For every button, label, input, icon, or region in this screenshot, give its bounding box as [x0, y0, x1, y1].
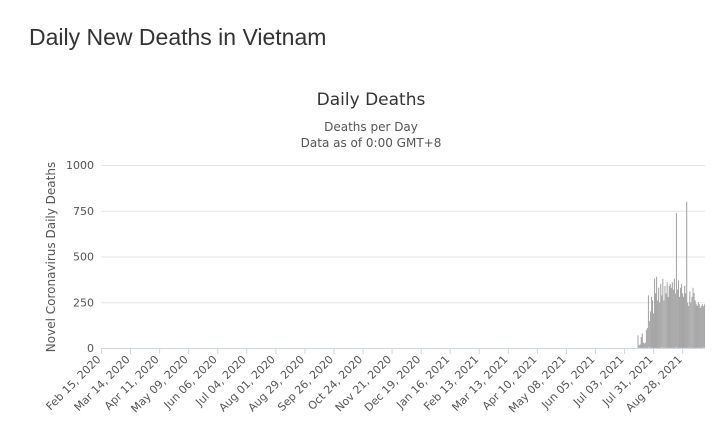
bar [654, 278, 656, 349]
bar [640, 336, 642, 349]
bar [653, 313, 655, 349]
bar [639, 344, 641, 349]
bar [669, 283, 671, 349]
bar [678, 296, 681, 349]
bar [689, 291, 691, 349]
bar [674, 293, 676, 349]
y-tick-label: 250 [73, 296, 94, 309]
bar [667, 296, 669, 349]
page-title: Daily New Deaths in Vietnam [29, 24, 327, 50]
chart-subtitle-line-1: Deaths per Day [324, 120, 418, 134]
bar [664, 285, 666, 349]
bar [703, 303, 705, 349]
bar [658, 287, 660, 349]
bar [655, 293, 657, 349]
bar [701, 303, 703, 349]
y-tick-label: 1000 [66, 159, 94, 172]
bar [662, 278, 664, 349]
bar [700, 305, 702, 349]
bar [649, 311, 652, 349]
bar [692, 287, 694, 349]
bar [647, 294, 649, 349]
bar [650, 296, 653, 349]
bar [642, 342, 644, 349]
bar [641, 333, 643, 349]
bar [672, 289, 674, 349]
bar [699, 307, 701, 349]
bar [679, 287, 682, 349]
bar [660, 283, 662, 349]
y-tick-label: 500 [73, 251, 94, 264]
bar [691, 296, 693, 349]
bar [673, 278, 675, 349]
y-tick-labels: 0 250 500 750 1000 [66, 159, 94, 355]
bar [648, 320, 650, 349]
bar [659, 302, 661, 349]
bar [688, 305, 690, 349]
y-axis-label: Novel Coronavirus Daily Deaths [44, 162, 58, 352]
bar [668, 285, 670, 349]
y-tick-label: 0 [87, 342, 94, 355]
bar [690, 302, 692, 349]
bar [697, 302, 699, 349]
bar [695, 303, 697, 349]
bar [702, 305, 704, 349]
bar [696, 305, 698, 349]
bar [646, 327, 648, 349]
gridlines [101, 165, 705, 304]
bar [693, 293, 695, 349]
bar [677, 280, 680, 349]
bar [643, 343, 645, 349]
bar [670, 287, 672, 349]
bar [637, 335, 639, 349]
bars [637, 201, 705, 349]
bar [694, 300, 696, 349]
bar [651, 300, 654, 349]
bar [683, 296, 685, 349]
bar [638, 345, 640, 349]
y-tick-label: 750 [73, 205, 94, 218]
bar [676, 289, 679, 349]
bar [682, 293, 684, 349]
bar [663, 300, 665, 349]
bar [685, 293, 687, 349]
bar [698, 303, 700, 349]
bar [657, 300, 659, 349]
bar [656, 276, 658, 349]
bar [675, 212, 677, 349]
bar [666, 282, 668, 349]
bar [684, 285, 686, 349]
bar [681, 283, 683, 349]
bar [671, 282, 673, 349]
chart-subtitle-line-2: Data as of 0:00 GMT+8 [301, 136, 442, 150]
bar [645, 329, 647, 349]
bar [687, 302, 689, 349]
bar [661, 294, 663, 349]
chart-title: Daily Deaths [317, 90, 426, 110]
bar [665, 293, 667, 349]
bar [644, 342, 646, 349]
bar [686, 201, 688, 349]
